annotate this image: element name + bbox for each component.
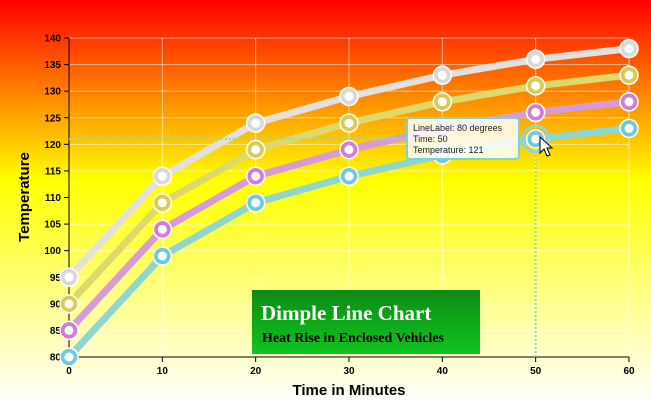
data-point-center [64, 272, 74, 282]
data-point-center [157, 224, 167, 234]
data-point-center [251, 198, 261, 208]
y-tick-label: 140 [44, 34, 61, 45]
data-point-center [157, 251, 167, 261]
data-point-center [437, 97, 447, 107]
data-point-center [344, 171, 354, 181]
y-tick-label: 110 [45, 193, 62, 204]
series-3 [59, 65, 639, 314]
y-tick-label: 130 [44, 87, 61, 98]
data-point-center [624, 97, 634, 107]
data-point-center [64, 299, 74, 309]
y-tick-label: 90 [50, 299, 62, 310]
title-box-background [252, 290, 480, 354]
data-point-center [251, 145, 261, 155]
data-point-center [437, 70, 447, 80]
tooltip-box [406, 117, 520, 160]
series-2 [59, 92, 639, 341]
data-point-center [251, 171, 261, 181]
y-axis-label: Temperature [16, 152, 33, 242]
series-4 [59, 38, 639, 287]
data-point-center [344, 91, 354, 101]
y-tick-label: 135 [44, 60, 61, 71]
data-point-center [531, 107, 541, 117]
tooltip-line-label: LineLabel: 80 degrees [413, 123, 503, 133]
data-point-center [531, 54, 541, 64]
y-tick-label: 125 [44, 113, 61, 124]
y-tick-label: 105 [44, 220, 61, 231]
x-axis-label: Time in Minutes [292, 382, 405, 399]
data-point-center [157, 171, 167, 181]
y-tick-label: 85 [50, 326, 62, 337]
data-point-center [624, 123, 634, 133]
x-tick-label: 60 [623, 366, 635, 377]
x-tick-label: 0 [66, 366, 72, 377]
data-point-center [531, 134, 541, 144]
data-point-center [251, 118, 261, 128]
chart-title-box: Dimple Line Chart Heat Rise in Enclosed … [252, 290, 480, 354]
y-tick-label: 100 [44, 246, 61, 257]
data-point-center [157, 198, 167, 208]
y-tick-label: 80 [50, 353, 62, 364]
x-tick-label: 20 [250, 366, 262, 377]
data-point-center [64, 352, 74, 362]
data-point-center [344, 118, 354, 128]
series-layer [59, 38, 639, 367]
data-point-center [624, 44, 634, 54]
x-tick-label: 10 [157, 366, 169, 377]
data-point-center [531, 81, 541, 91]
x-tick-label: 40 [437, 366, 449, 377]
tooltip-layer: LineLabel: 80 degrees Time: 50 Temperatu… [69, 117, 554, 357]
chart-subtitle: Heat Rise in Enclosed Vehicles [262, 331, 445, 346]
mouse-cursor-icon [539, 135, 554, 157]
x-tick-label: 50 [530, 366, 542, 377]
x-tick-label: 30 [343, 366, 355, 377]
data-point-center [64, 325, 74, 335]
y-tick-label: 115 [45, 166, 62, 177]
data-point-center [624, 70, 634, 80]
tooltip-time: Time: 50 [413, 134, 448, 144]
chart-title: Dimple Line Chart [261, 301, 431, 325]
tooltip-temperature: Temperature: 121 [413, 145, 484, 155]
data-point-center [344, 145, 354, 155]
y-tick-label: 95 [50, 273, 62, 284]
y-tick-label: 120 [44, 140, 61, 151]
